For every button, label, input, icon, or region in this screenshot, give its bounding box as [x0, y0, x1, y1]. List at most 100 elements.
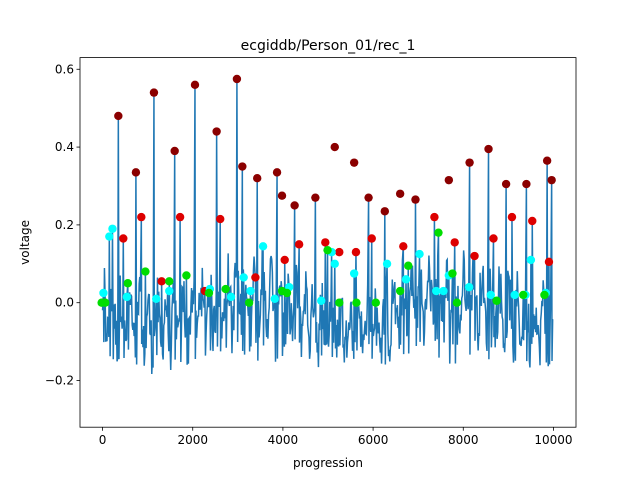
marker-point-2: [330, 259, 339, 268]
marker-point-3: [165, 277, 174, 286]
marker-point-1: [157, 277, 166, 286]
marker-point-3: [395, 286, 405, 296]
marker-point-0: [131, 168, 141, 177]
marker-point-1: [367, 234, 376, 243]
marker-point-2: [317, 296, 326, 305]
marker-point-0: [547, 175, 556, 185]
marker-point-0: [238, 162, 247, 171]
marker-point-3: [492, 296, 501, 305]
marker-point-3: [182, 271, 191, 280]
marker-point-1: [489, 234, 498, 243]
marker-point-1: [528, 216, 537, 226]
marker-point-2: [510, 290, 519, 300]
marker-point-0: [212, 127, 221, 136]
marker-point-0: [465, 158, 474, 167]
x-tick-label: 10000: [534, 433, 572, 447]
marker-point-0: [232, 74, 242, 84]
marker-point-1: [351, 247, 361, 257]
y-axis-ticks: −0.2 0.0 0.2 0.4 0.6: [45, 62, 80, 388]
x-tick-label: 0: [99, 433, 107, 447]
x-tick-label: 2000: [177, 433, 208, 447]
marker-point-1: [137, 212, 146, 222]
marker-point-1: [507, 212, 517, 222]
x-axis-label: progression: [293, 456, 363, 470]
marker-point-0: [190, 80, 200, 90]
marker-point-1: [175, 212, 185, 222]
marker-point-0: [311, 193, 320, 202]
marker-point-0: [170, 146, 179, 156]
y-tick-label: 0.4: [55, 140, 74, 154]
marker-point-2: [270, 294, 279, 304]
marker-point-2: [108, 224, 117, 233]
marker-point-1: [321, 238, 330, 247]
marker-point-2: [415, 249, 424, 259]
marker-point-3: [204, 288, 214, 298]
marker-point-1: [216, 214, 225, 224]
marker-point-0: [542, 156, 552, 165]
marker-point-3: [352, 298, 361, 307]
marker-point-0: [114, 111, 123, 121]
marker-point-0: [149, 88, 159, 97]
marker-point-2: [99, 288, 108, 298]
y-tick-label: 0.0: [55, 296, 74, 310]
marker-point-1: [399, 242, 408, 251]
marker-point-0: [522, 179, 531, 189]
marker-point-1: [280, 255, 289, 265]
marker-point-0: [411, 195, 420, 204]
marker-point-2: [165, 286, 174, 296]
x-tick-label: 4000: [268, 433, 299, 447]
marker-point-2: [226, 292, 236, 302]
marker-point-3: [448, 269, 457, 278]
marker-point-3: [404, 261, 413, 270]
marker-point-2: [152, 294, 161, 304]
marker-point-3: [335, 298, 344, 307]
y-axis-label: voltage: [18, 220, 32, 265]
marker-point-0: [330, 142, 339, 152]
marker-point-2: [246, 286, 255, 296]
marker-point-1: [251, 273, 260, 282]
marker-point-2: [239, 273, 248, 282]
marker-point-1: [119, 234, 128, 243]
marker-point-2: [439, 286, 448, 296]
ecg-signal-line: [101, 78, 554, 375]
marker-point-3: [244, 298, 254, 307]
marker-point-2: [349, 269, 359, 278]
marker-point-3: [540, 290, 549, 300]
marker-point-1: [450, 238, 459, 247]
marker-point-3: [452, 298, 462, 307]
marker-point-3: [221, 284, 230, 294]
marker-point-0: [484, 144, 493, 154]
marker-point-2: [486, 290, 495, 300]
marker-point-0: [272, 168, 282, 177]
marker-point-1: [430, 212, 439, 222]
marker-point-0: [349, 158, 359, 167]
marker-point-1: [470, 251, 479, 261]
marker-point-0: [444, 175, 454, 185]
marker-point-2: [105, 232, 114, 241]
marker-point-0: [290, 201, 299, 210]
marker-point-3: [141, 267, 150, 276]
y-tick-label: 0.2: [55, 218, 74, 232]
marker-point-0: [380, 207, 390, 216]
marker-point-2: [432, 286, 441, 296]
marker-point-2: [258, 242, 268, 251]
marker-point-3: [282, 288, 292, 298]
marker-point-0: [277, 191, 287, 200]
marker-point-3: [519, 290, 528, 300]
x-tick-label: 6000: [358, 433, 389, 447]
chart-title: ecgiddb/Person_01/rec_1: [241, 38, 416, 54]
marker-point-2: [464, 282, 474, 292]
marker-point-2: [122, 292, 132, 302]
marker-point-3: [371, 298, 380, 307]
marker-point-0: [395, 189, 405, 198]
marker-point-1: [544, 257, 554, 267]
marker-layer: [97, 74, 556, 307]
marker-point-3: [434, 228, 443, 237]
x-axis-ticks: 0 2000 4000 6000 8000 10000: [99, 427, 573, 447]
marker-point-3: [323, 245, 332, 255]
marker-point-2: [401, 275, 411, 284]
marker-point-1: [294, 240, 304, 249]
marker-point-0: [253, 174, 262, 183]
marker-point-0: [364, 193, 373, 202]
